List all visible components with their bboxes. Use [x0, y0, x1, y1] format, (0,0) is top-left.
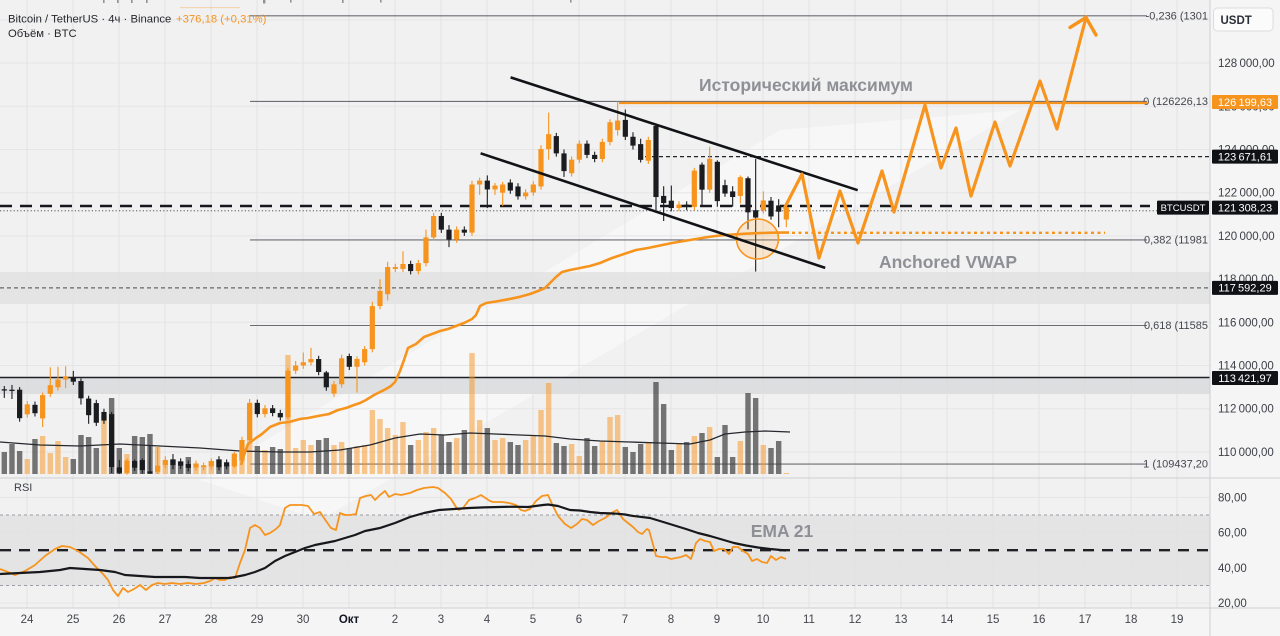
- svg-text:29: 29: [251, 614, 264, 626]
- svg-text:13: 13: [895, 614, 908, 626]
- svg-text:USDT: USDT: [1221, 15, 1252, 27]
- svg-text:121 308,23: 121 308,23: [1218, 202, 1272, 214]
- svg-text:30: 30: [297, 614, 310, 626]
- svg-text:11: 11: [803, 614, 815, 626]
- svg-text:16: 16: [1033, 614, 1046, 626]
- svg-text:12: 12: [849, 614, 862, 626]
- svg-text:60,00: 60,00: [1218, 528, 1247, 540]
- svg-text:18: 18: [1125, 614, 1138, 626]
- svg-text:26: 26: [113, 614, 126, 626]
- svg-text:25: 25: [67, 614, 80, 626]
- svg-text:120 000,00: 120 000,00: [1218, 231, 1275, 243]
- svg-text:Anchored VWAP: Anchored VWAP: [879, 252, 1017, 272]
- svg-text:113 421,97: 113 421,97: [1218, 373, 1271, 385]
- svg-text:4: 4: [484, 614, 491, 626]
- svg-text:24: 24: [21, 614, 34, 626]
- svg-text:17: 17: [1079, 614, 1092, 626]
- svg-text:Исторический максимум: Исторический максимум: [699, 75, 913, 95]
- svg-text:0,382 (11981: 0,382 (11981: [1144, 234, 1208, 246]
- svg-text:2: 2: [392, 614, 398, 626]
- svg-text:10: 10: [757, 614, 770, 626]
- svg-text:-0,236 (1301: -0,236 (1301: [1146, 10, 1208, 22]
- svg-text:27: 27: [159, 614, 172, 626]
- svg-text:5: 5: [530, 614, 536, 626]
- svg-text:Объём · BTC: Объём · BTC: [8, 28, 77, 40]
- svg-text:110 000,00: 110 000,00: [1218, 447, 1274, 459]
- svg-text:Окт: Окт: [339, 614, 360, 626]
- svg-text:7: 7: [622, 614, 628, 626]
- svg-text:19: 19: [1171, 614, 1184, 626]
- svg-text:9: 9: [714, 614, 720, 626]
- svg-text:1 (109437,20: 1 (109437,20: [1143, 459, 1208, 471]
- svg-text:0 (126226,13: 0 (126226,13: [1143, 96, 1208, 108]
- svg-text:80,00: 80,00: [1218, 492, 1247, 504]
- svg-text:28: 28: [205, 614, 218, 626]
- svg-text:6: 6: [576, 614, 582, 626]
- svg-text:112 000,00: 112 000,00: [1218, 404, 1274, 416]
- svg-text:114 000,00: 114 000,00: [1218, 361, 1274, 373]
- svg-text:0,618 (11585: 0,618 (11585: [1144, 320, 1208, 332]
- svg-text:40,00: 40,00: [1218, 563, 1247, 575]
- svg-text:14: 14: [941, 614, 954, 626]
- svg-text:15: 15: [987, 614, 1000, 626]
- svg-text:8: 8: [668, 614, 674, 626]
- svg-text:RSI: RSI: [14, 482, 32, 494]
- svg-text:122 000,00: 122 000,00: [1218, 188, 1275, 200]
- svg-text:BTCUSDT: BTCUSDT: [1161, 203, 1206, 214]
- svg-text:EMA 21: EMA 21: [751, 521, 814, 541]
- svg-text:Bitcoin / TetherUS · 4ч · Bina: Bitcoin / TetherUS · 4ч · Binance: [8, 14, 171, 26]
- svg-text:126 199,63: 126 199,63: [1218, 97, 1272, 109]
- svg-text:+376,18 (+0,31%): +376,18 (+0,31%): [176, 14, 267, 26]
- svg-text:117 592,29: 117 592,29: [1218, 283, 1271, 295]
- svg-text:128 000,00: 128 000,00: [1218, 58, 1275, 70]
- svg-text:20,00: 20,00: [1218, 598, 1247, 610]
- svg-text:123 671,61: 123 671,61: [1218, 151, 1272, 163]
- svg-text:116 000,00: 116 000,00: [1218, 317, 1274, 329]
- svg-text:3: 3: [438, 614, 444, 626]
